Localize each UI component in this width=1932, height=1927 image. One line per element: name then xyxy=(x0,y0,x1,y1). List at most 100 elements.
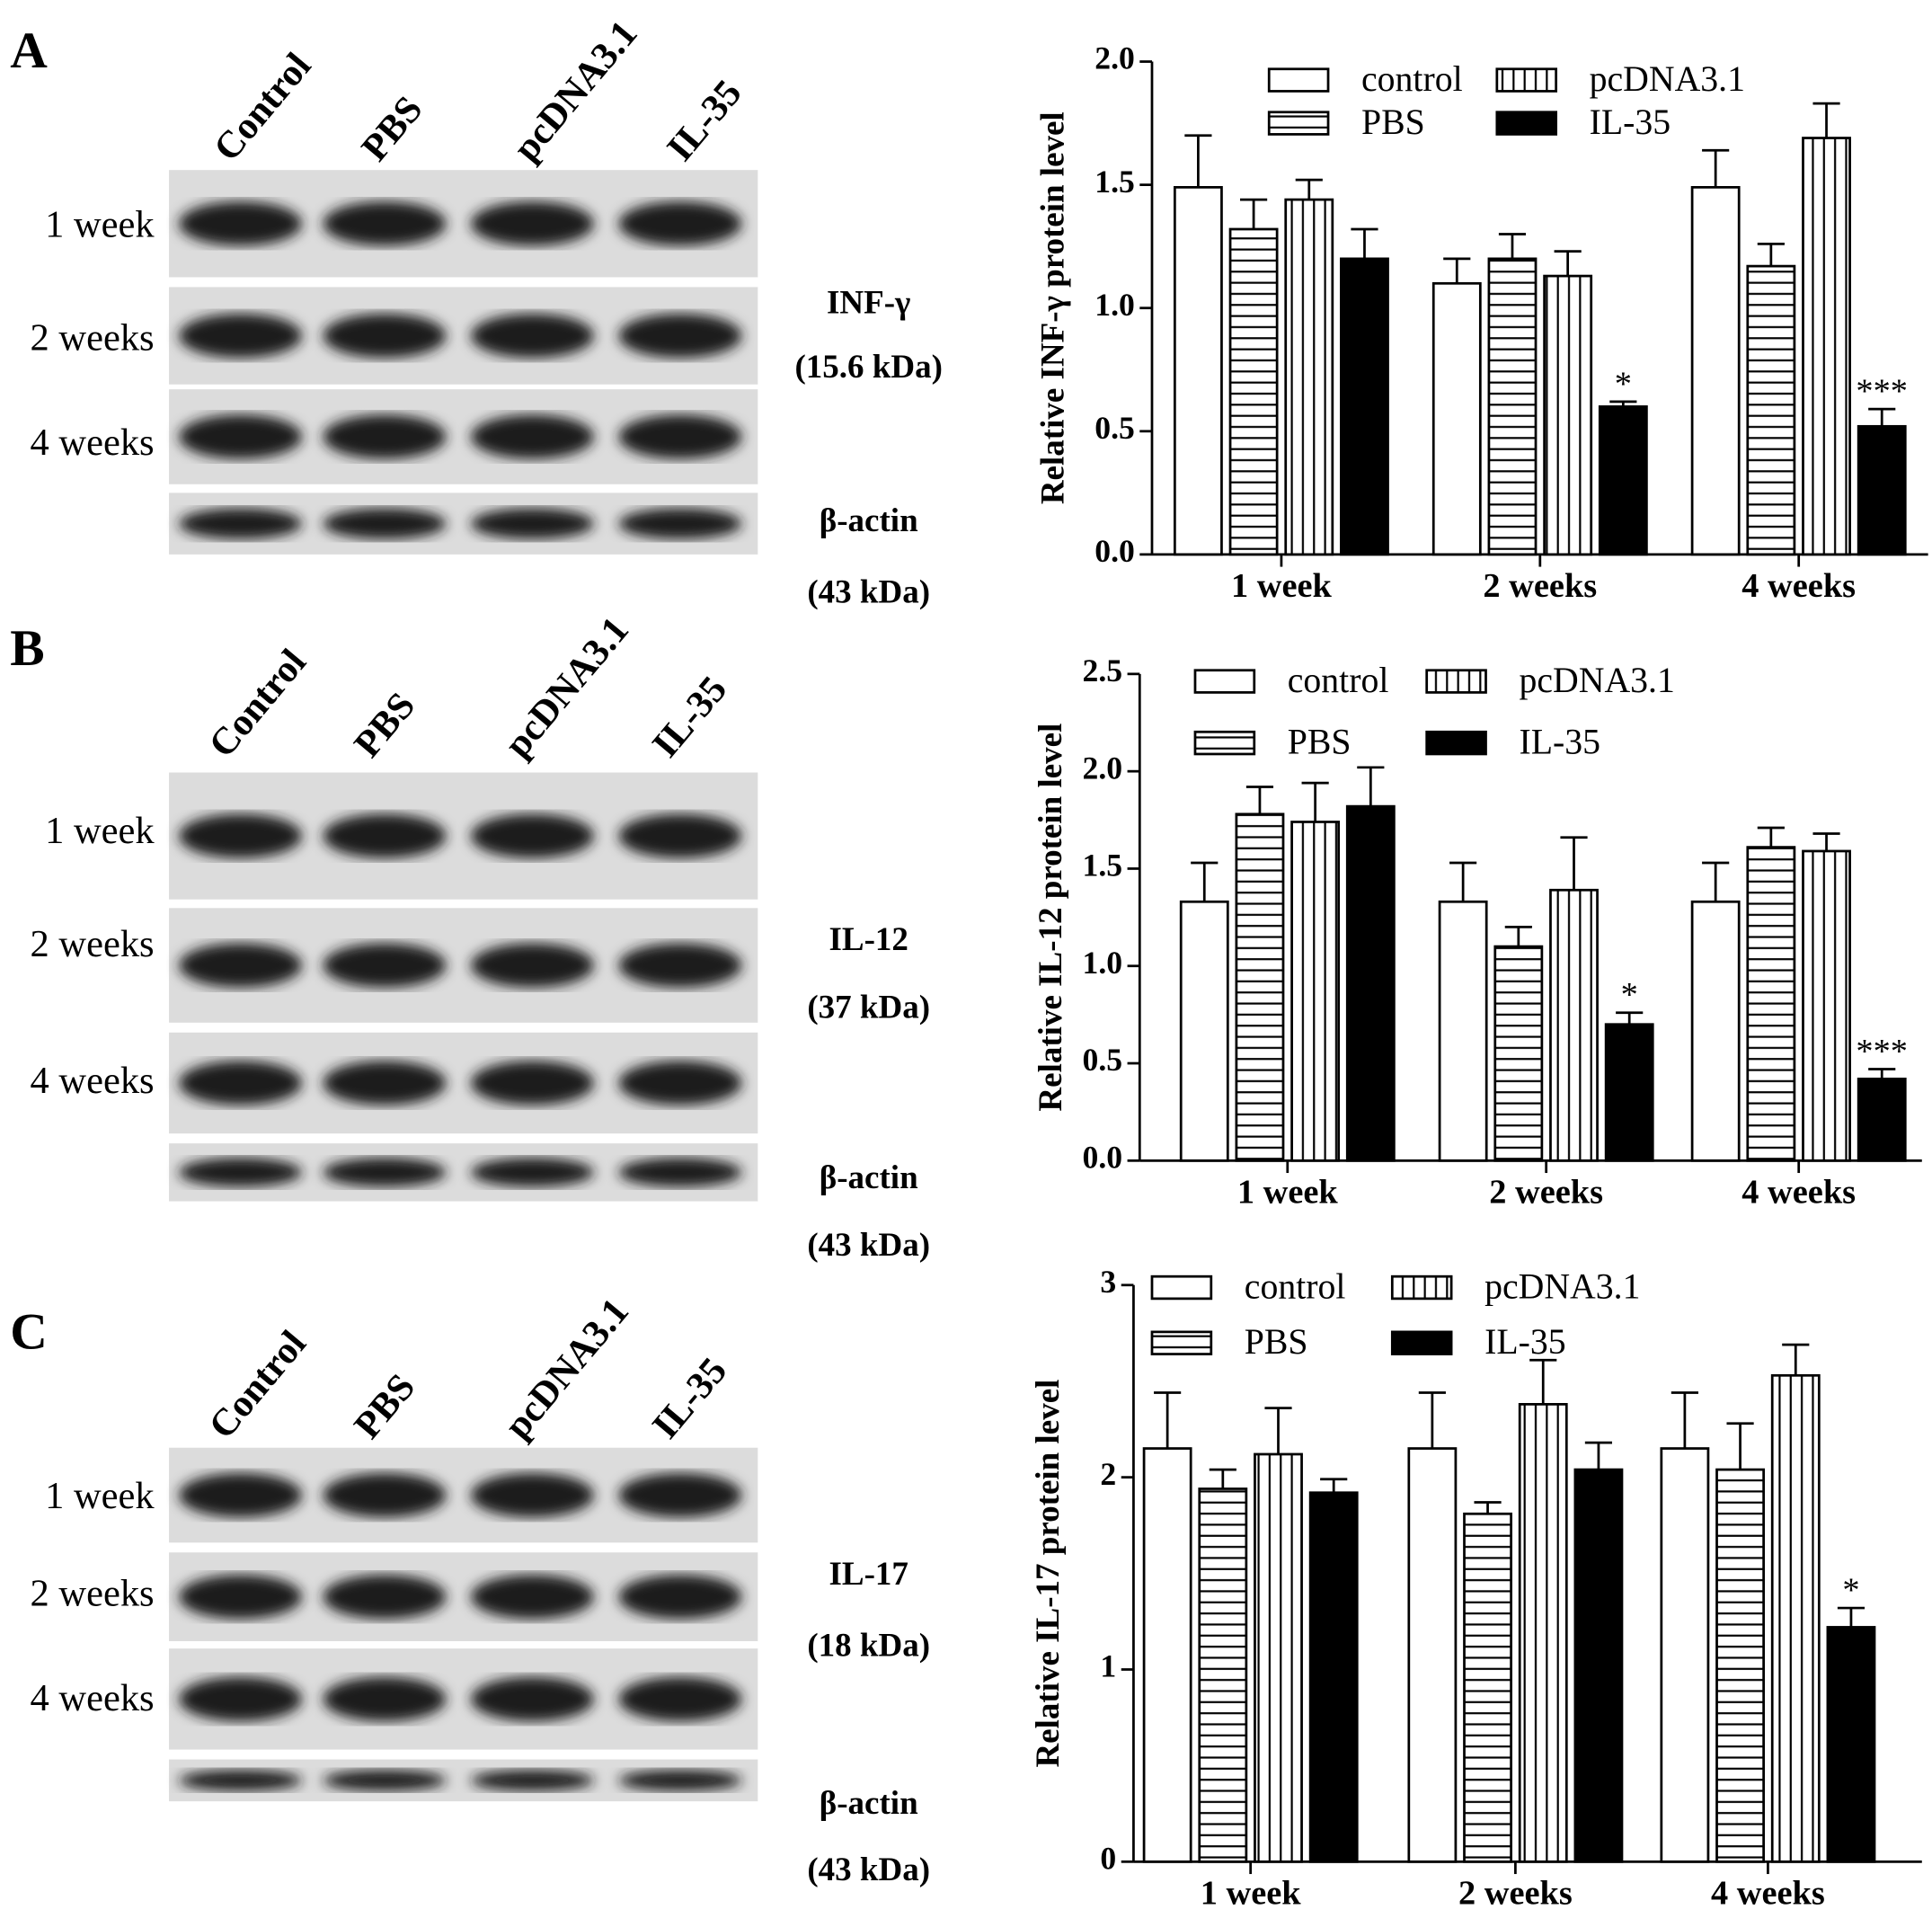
legend-swatch xyxy=(1193,669,1256,694)
row-label: 2 weeks xyxy=(31,923,155,965)
blot-band xyxy=(618,201,742,246)
legend-swatch xyxy=(1495,111,1558,136)
blot-band xyxy=(179,508,303,539)
error-bar xyxy=(1560,836,1588,891)
lane-label: IL-35 xyxy=(659,72,749,169)
x-tick-label: 4 weeks xyxy=(1741,1174,1856,1212)
blot-band xyxy=(618,1770,742,1791)
error-bar xyxy=(1782,1343,1810,1376)
blot-band xyxy=(323,1574,447,1620)
legend-label: PBS xyxy=(1361,102,1425,142)
significance-label: * xyxy=(1615,365,1632,403)
bar xyxy=(1308,1491,1359,1863)
bar xyxy=(1543,274,1593,556)
blot-band xyxy=(470,1472,595,1518)
row-label: 4 weeks xyxy=(31,1060,155,1102)
bar xyxy=(1431,281,1482,556)
y-tick-label: 1 xyxy=(1100,1648,1116,1684)
blot-band xyxy=(179,1158,303,1187)
x-tick-label: 4 weeks xyxy=(1741,567,1856,605)
panel-letter: B xyxy=(10,620,44,677)
error-bar xyxy=(1837,1606,1866,1628)
legend-label: pcDNA3.1 xyxy=(1590,59,1745,99)
y-tick-label: 2 xyxy=(1100,1456,1116,1492)
error-bar xyxy=(1812,102,1840,138)
lane-label: Control xyxy=(206,45,320,169)
bar xyxy=(1802,137,1851,556)
blot-band xyxy=(470,1574,595,1620)
blot-band xyxy=(323,1676,447,1722)
error-bar xyxy=(1443,257,1471,284)
bar xyxy=(1340,257,1389,556)
protein-label: IL-12 xyxy=(829,921,908,958)
legend-swatch xyxy=(1390,1330,1453,1355)
protein-label: β-actin xyxy=(820,1785,918,1822)
blot-band xyxy=(470,1676,595,1722)
error-bar xyxy=(1184,134,1212,188)
bar xyxy=(1857,1077,1907,1162)
y-tick-label: 2.5 xyxy=(1083,653,1123,688)
error-bar xyxy=(1554,250,1582,277)
bar xyxy=(1690,185,1741,556)
y-axis-label: Relative IL-17 protein level xyxy=(1030,1380,1067,1768)
significance-label: *** xyxy=(1856,1033,1908,1070)
bar xyxy=(1573,1468,1624,1863)
error-bar xyxy=(1504,926,1532,947)
blot-band xyxy=(618,508,742,539)
lane-label: PBS xyxy=(346,1366,423,1447)
bar xyxy=(1826,1626,1876,1863)
y-tick-label: 3 xyxy=(1100,1264,1116,1300)
blot-band xyxy=(470,313,595,359)
blot-band xyxy=(470,508,595,539)
bar xyxy=(1235,813,1285,1162)
blot-band xyxy=(179,1770,303,1791)
blot-band xyxy=(323,1061,447,1106)
blot-band xyxy=(618,943,742,988)
blot-band xyxy=(470,1770,595,1791)
bar xyxy=(1660,1447,1710,1863)
bar xyxy=(1857,424,1907,556)
x-tick-label: 2 weeks xyxy=(1458,1875,1573,1913)
error-bar xyxy=(1357,766,1385,807)
x-tick-label: 1 week xyxy=(1201,1875,1302,1913)
significance-label: * xyxy=(1842,1571,1859,1609)
lane-label: pcDNA3.1 xyxy=(496,1291,637,1447)
y-tick-label: 0.5 xyxy=(1095,410,1135,446)
blot-band xyxy=(323,313,447,359)
blot-band xyxy=(179,1574,303,1620)
legend-swatch xyxy=(1267,67,1330,93)
significance-label: * xyxy=(1621,976,1638,1014)
row-label: 4 weeks xyxy=(31,1677,155,1719)
protein-label: (15.6 kDa) xyxy=(794,349,942,386)
bar xyxy=(1746,264,1796,556)
blot-band xyxy=(470,1061,595,1106)
row-label: 4 weeks xyxy=(31,422,155,464)
blot-band xyxy=(179,313,303,359)
error-bar xyxy=(1671,1391,1698,1449)
error-bar xyxy=(1757,826,1785,848)
error-bar xyxy=(1609,400,1637,407)
blot-band xyxy=(323,1770,447,1791)
legend-swatch xyxy=(1390,1274,1453,1301)
x-tick-label: 4 weeks xyxy=(1711,1875,1825,1913)
error-bar xyxy=(1240,198,1268,229)
error-bar xyxy=(1529,1358,1557,1405)
error-bar xyxy=(1245,786,1274,814)
legend-label: PBS xyxy=(1288,722,1352,761)
legend-swatch xyxy=(1425,669,1487,694)
bar xyxy=(1463,1512,1512,1863)
blot-band xyxy=(179,1472,303,1518)
bar xyxy=(1345,804,1396,1162)
legend-label: control xyxy=(1361,59,1463,99)
blot-band xyxy=(618,313,742,359)
bar xyxy=(1284,198,1334,556)
error-bar xyxy=(1498,233,1527,259)
bar xyxy=(1518,1403,1568,1863)
bar xyxy=(1604,1023,1654,1162)
blot-band xyxy=(323,414,447,459)
blot-band xyxy=(470,201,595,246)
legend-swatch xyxy=(1150,1330,1213,1355)
protein-label: IL-17 xyxy=(829,1556,908,1593)
blot-band xyxy=(618,1472,742,1518)
y-tick-label: 2.0 xyxy=(1083,750,1123,786)
